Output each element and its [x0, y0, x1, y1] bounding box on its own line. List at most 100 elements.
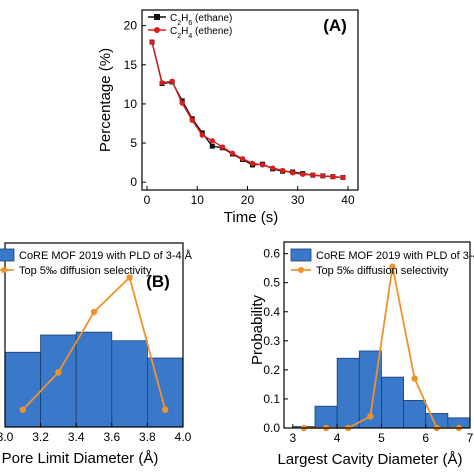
x-tick-label: 3.0	[0, 430, 14, 444]
panel-a: (A) Time (s) Percentage (%) 0 10 20 30 40 0 5 1…	[97, 9, 359, 226]
histogram-bar	[336, 357, 360, 429]
x-tick-label: 7	[467, 431, 474, 445]
panel-c-xlabel: Largest Cavity Diameter (Å)	[277, 451, 462, 468]
x-tick-label: 3.2	[32, 430, 49, 444]
data-point	[389, 263, 396, 270]
panel-a-series	[149, 39, 346, 181]
panel-c: 3 4 5 6 7 0.0 0.1 0.2 0.3 0.4 0.5 0.6 Largest Cavit…	[249, 241, 474, 468]
data-point	[55, 369, 62, 376]
x-tick-label: 3	[290, 431, 297, 445]
data-point	[209, 138, 215, 144]
panel-a-xlabel: Time (s)	[224, 209, 278, 226]
legend-marker-ethane	[154, 14, 160, 20]
data-point	[249, 160, 256, 166]
data-point	[19, 406, 26, 413]
histogram-bar	[381, 376, 404, 429]
data-point	[162, 406, 169, 413]
x-tick-label: 6	[422, 431, 429, 445]
data-point	[367, 413, 374, 420]
x-tick-label: 3.4	[68, 430, 85, 444]
legend-swatch-core-mof	[290, 248, 312, 262]
histogram-bar	[146, 357, 184, 428]
histogram-bar	[314, 405, 338, 429]
panel-a-label: (A)	[323, 16, 347, 35]
x-tick-label: 4	[334, 431, 341, 445]
data-point	[199, 132, 205, 138]
legend-label-top-selectivity: Top 5‰ diffusion selectivity	[316, 265, 449, 277]
panel-a-axis-ticks: 0 10 20 30 40 0 5 10 15 20	[124, 19, 355, 207]
legend-label-ethane: C2H6 (ethane)	[170, 13, 232, 27]
x-tick-label: 40	[341, 193, 355, 207]
y-tick-label: 0.1	[263, 392, 280, 406]
data-point	[149, 39, 155, 45]
legend-marker-ethene	[154, 27, 160, 33]
data-point	[169, 78, 175, 84]
panel-b: (B) 3.0 3.2 3.4 3.6 3.8 4.0 Pore Limit Diamet…	[0, 242, 193, 467]
panel-c-ylabel: Probability	[249, 294, 266, 365]
data-point	[300, 171, 306, 177]
x-tick-label: 10	[191, 193, 205, 207]
legend-label-core-mof: CoRE MOF 2019 with PLD of 3-4 Å	[316, 249, 474, 262]
data-point	[229, 150, 236, 156]
data-point	[330, 174, 336, 180]
y-tick-label: 0.6	[263, 247, 280, 261]
x-tick-label: 3.8	[139, 430, 156, 444]
y-tick-label: 0.2	[263, 363, 280, 377]
x-tick-label: 5	[378, 431, 385, 445]
panel-c-frame	[283, 241, 471, 429]
histogram-bar	[75, 331, 113, 428]
data-point	[189, 117, 195, 123]
legend-marker-top-selectivity	[298, 267, 304, 273]
legend-marker-top-selectivity	[1, 267, 7, 273]
data-point	[259, 162, 266, 168]
data-point	[411, 375, 418, 382]
panel-b-label: (B)	[146, 272, 170, 291]
y-tick-label: 0	[130, 175, 137, 189]
y-tick-label: 0.4	[263, 305, 280, 319]
data-point	[90, 308, 98, 316]
y-tick-label: 10	[124, 97, 138, 111]
histogram-bar	[111, 340, 148, 428]
x-tick-label: 3.6	[103, 430, 120, 444]
panel-a-frame	[141, 9, 359, 191]
x-tick-label: 30	[291, 193, 305, 207]
data-point	[179, 100, 185, 106]
legend-label-ethene: C2H4 (ethene)	[170, 26, 232, 40]
panel-c-axis-ticks: 3 4 5 6 7 0.0 0.1 0.2 0.3 0.4 0.5 0.6	[263, 247, 473, 445]
panel-b-axis-ticks: 3.0 3.2 3.4 3.6 3.8 4.0	[0, 423, 192, 444]
y-tick-label: 0.3	[263, 334, 280, 348]
data-point	[239, 156, 246, 162]
data-point	[126, 274, 133, 281]
data-point	[159, 80, 165, 86]
legend-label-top-selectivity: Top 5‰ diffusion selectivity	[19, 265, 152, 277]
panel-c-legend: CoRE MOF 2019 with PLD of 3-4 Å Top 5‰ d…	[290, 248, 474, 277]
y-tick-label: 0.0	[263, 421, 280, 435]
panel-a-legend: C2H6 (ethane) C2H4 (ethene)	[148, 13, 232, 40]
x-tick-label: 20	[241, 193, 255, 207]
panel-b-frame	[4, 242, 184, 428]
panel-c-bars	[292, 350, 471, 429]
data-point	[219, 144, 225, 150]
panel-b-bars	[4, 331, 184, 428]
x-tick-label: 4.0	[175, 430, 192, 444]
panel-b-selectivity-line	[19, 274, 169, 413]
y-tick-label: 15	[124, 58, 138, 72]
histogram-bar	[40, 334, 77, 428]
y-tick-label: 0.5	[263, 276, 280, 290]
data-point	[290, 170, 296, 176]
data-point	[340, 174, 346, 181]
data-point	[320, 173, 326, 179]
legend-label-core-mof: CoRE MOF 2019 with PLD of 3-4 Å	[19, 249, 193, 262]
y-tick-label: 20	[124, 19, 138, 33]
x-tick-label: 0	[144, 193, 151, 207]
legend-swatch-core-mof	[0, 248, 15, 262]
panel-a-ylabel: Percentage (%)	[97, 48, 114, 152]
data-point	[310, 172, 316, 178]
panel-b-legend: CoRE MOF 2019 with PLD of 3-4 Å Top 5‰ d…	[0, 248, 193, 277]
histogram-bar	[4, 351, 41, 428]
panel-b-xlabel: Pore Limit Diameter (Å)	[2, 450, 159, 467]
data-point	[270, 165, 276, 171]
histogram-bar	[403, 399, 427, 429]
y-tick-label: 5	[130, 136, 137, 150]
